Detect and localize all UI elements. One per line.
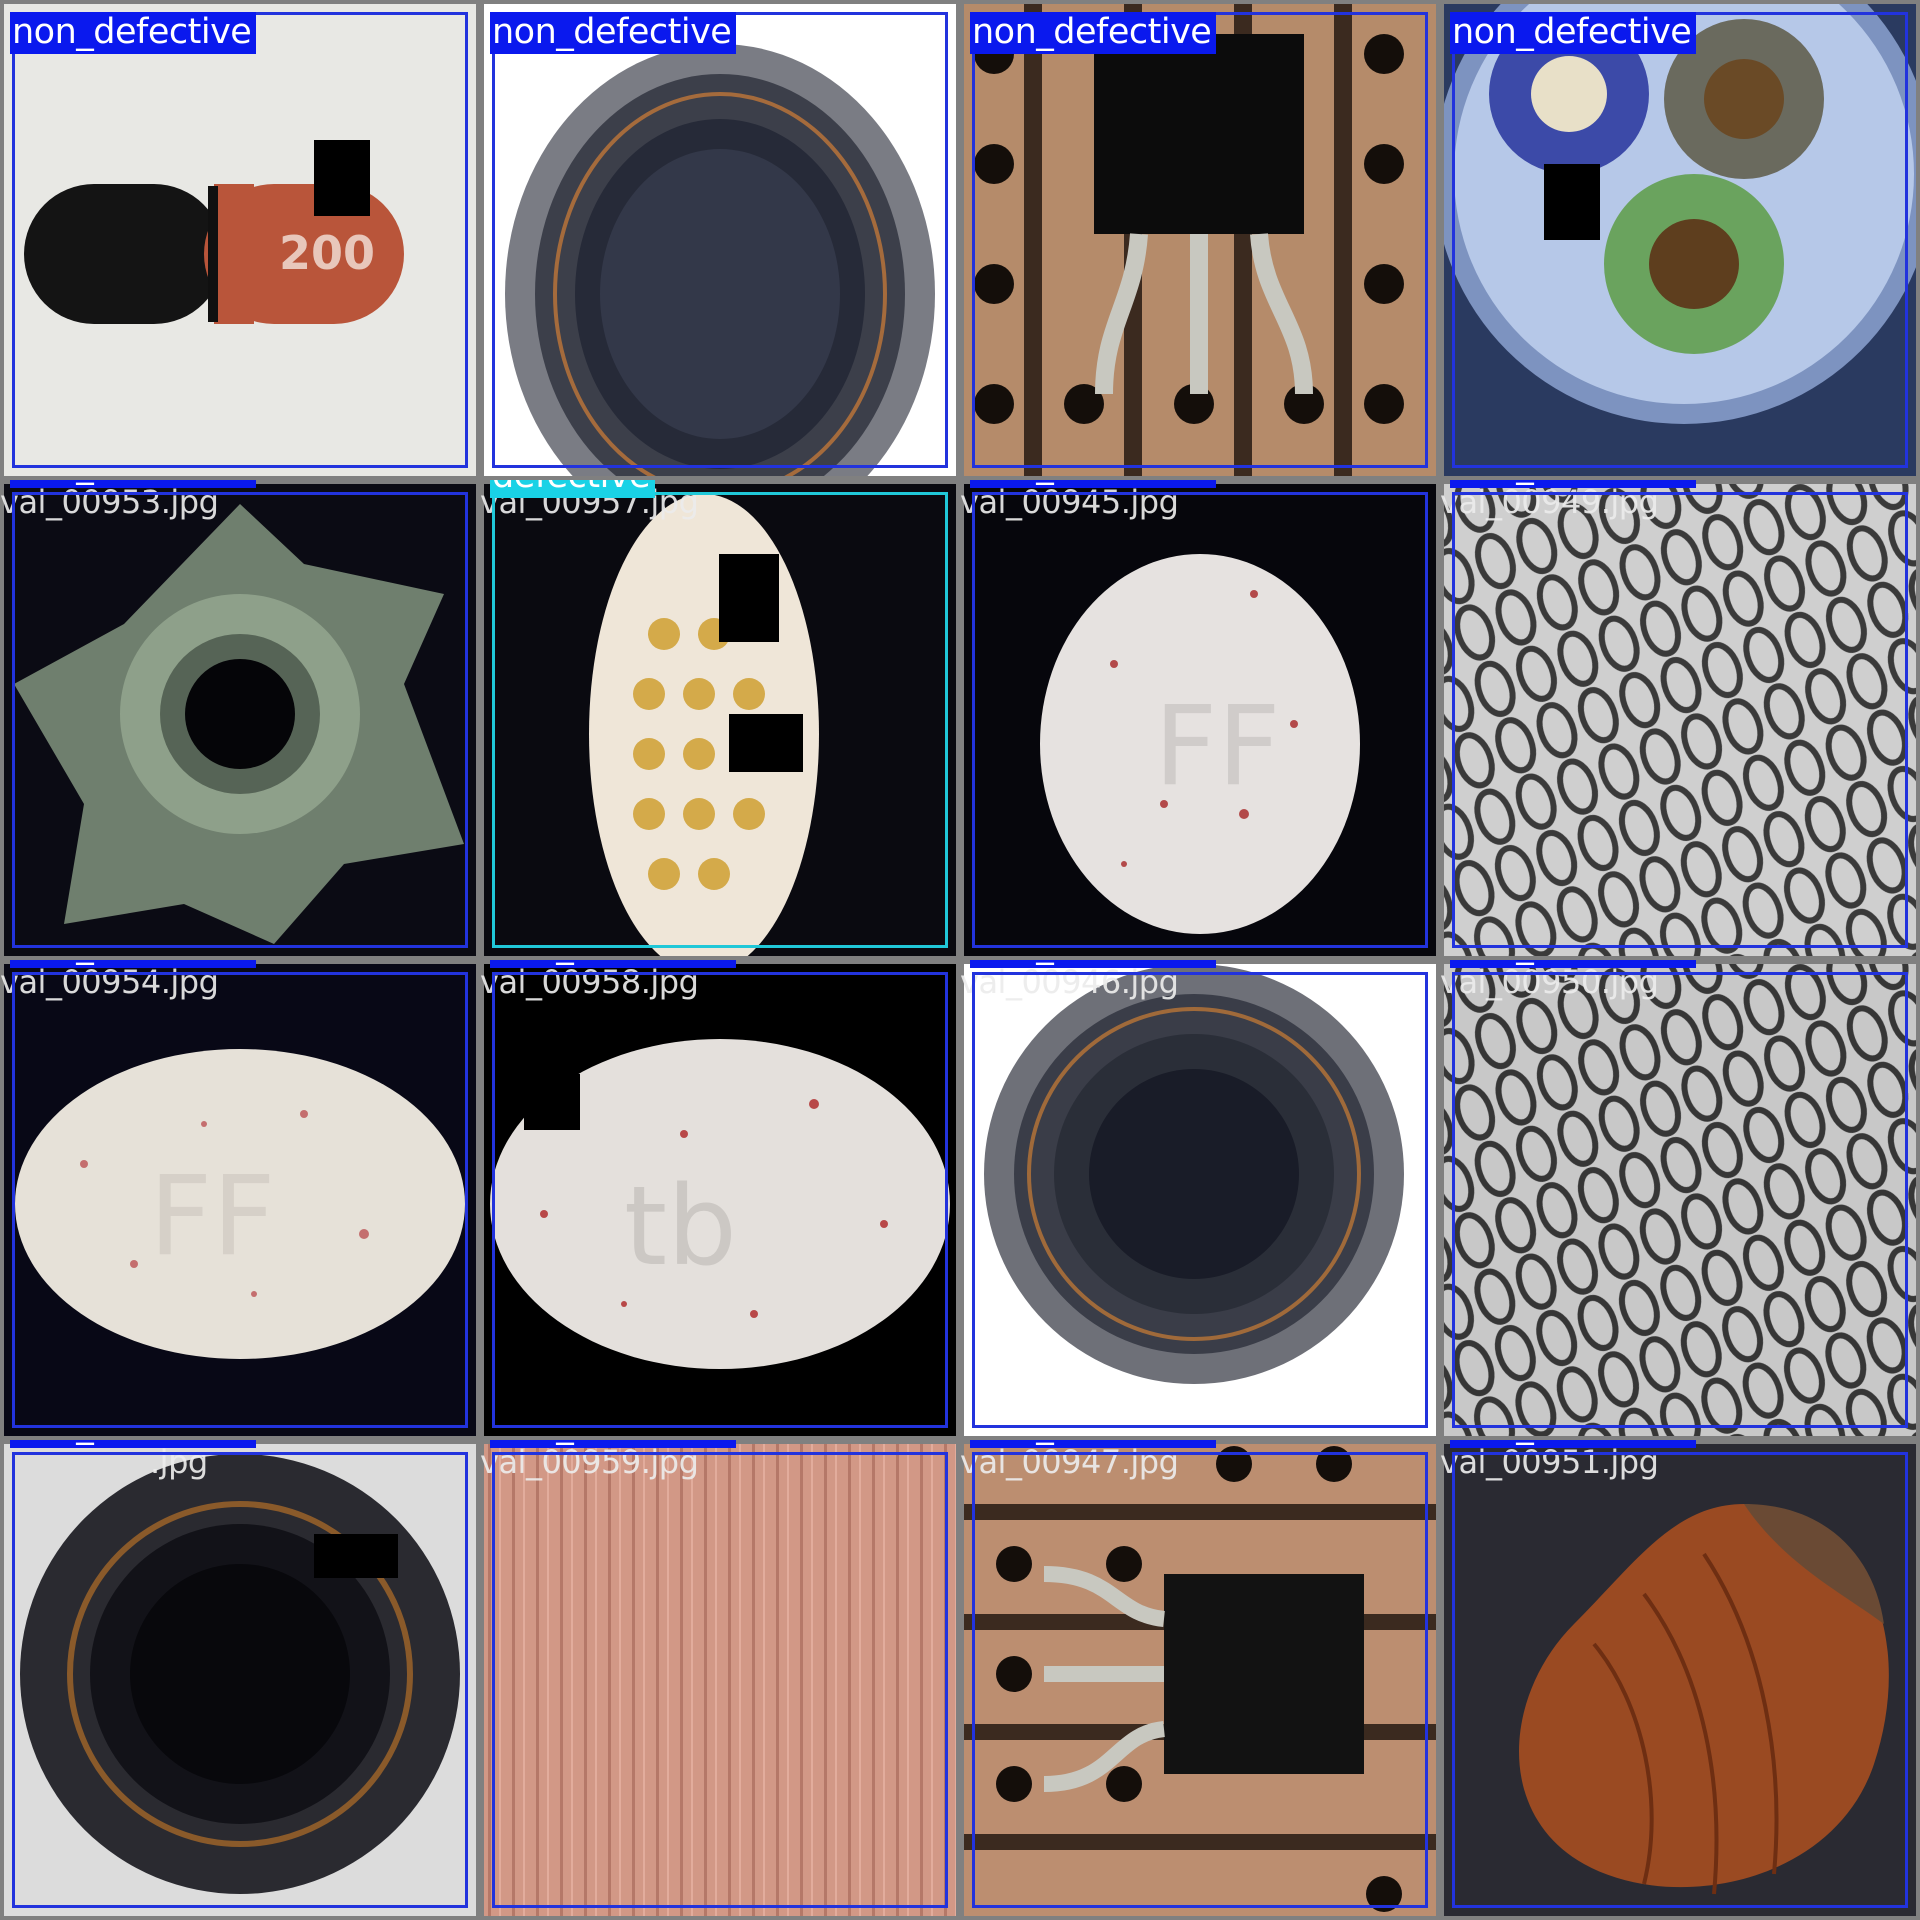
class-label: non_defective [970, 12, 1217, 54]
tile-pill-oval-2: tb val_00958.jpg non_defective [480, 960, 960, 1440]
filename-text: val_00959.jpg [480, 1443, 699, 1481]
transistor-image [964, 1444, 1436, 1916]
class-label: non_defective [970, 1440, 1217, 1448]
class-label: defective [490, 480, 656, 498]
capsule-image: 200 [4, 4, 476, 476]
class-label: non_defective [1450, 12, 1697, 54]
wood-image [484, 1444, 956, 1916]
class-label: non_defective [10, 1440, 257, 1448]
tile-bottle-dark: .jpg non_defective [0, 1440, 480, 1920]
cable-image [1444, 4, 1916, 476]
class-label: non_defective [970, 960, 1217, 968]
filename-text: val_00953.jpg [0, 483, 219, 521]
class-label: non_defective [1450, 960, 1697, 968]
tile-bottle: non_defective [480, 0, 960, 480]
tile-metal-nut: val_00953.jpg non_defective [0, 480, 480, 960]
tile-transistor: non_defective [960, 0, 1440, 480]
filename-text: val_00947.jpg [960, 1443, 1179, 1481]
filename-text: val_00946.jpg [960, 963, 1179, 1001]
pill-image: FF [964, 484, 1436, 956]
class-label: non_defective [490, 960, 737, 968]
metal-nut-image [4, 484, 476, 956]
bottle-image [484, 4, 956, 476]
tile-grid: val_00949.jpg non_defective [1440, 480, 1920, 960]
tile-bottle-2: val_00946.jpg non_defective [960, 960, 1440, 1440]
svg-text:FF: FF [149, 1152, 276, 1280]
tile-pill-round: FF val_00945.jpg non_defective [960, 480, 1440, 960]
toothbrush-image [484, 484, 956, 956]
grid-image [1444, 484, 1916, 956]
bottle-image [4, 1444, 476, 1916]
tile-cable: non_defective [1440, 0, 1920, 480]
filename-text: .jpg [150, 1443, 208, 1481]
filename-text: val_00951.jpg [1440, 1443, 1659, 1481]
transistor-image [964, 4, 1436, 476]
class-label: non_defective [490, 12, 737, 54]
tile-wood: val_00959.jpg non_defective [480, 1440, 960, 1920]
tile-grid-2: val_00950.jpg non_defective [1440, 960, 1920, 1440]
filename-text: val_00958.jpg [480, 963, 699, 1001]
filename-text: val_00945.jpg [960, 483, 1179, 521]
tile-transistor-2: val_00947.jpg non_defective [960, 1440, 1440, 1920]
class-label: non_defective [490, 1440, 737, 1448]
tile-hazelnut: val_00951.jpg non_defective [1440, 1440, 1920, 1920]
bottle-image [964, 964, 1436, 1436]
filename-text: val_00949.jpg [1440, 483, 1659, 521]
svg-text:FF: FF [1154, 682, 1281, 810]
hazelnut-image [1444, 1444, 1916, 1916]
tile-toothbrush: val_00957.jpg defective [480, 480, 960, 960]
class-label: non_defective [10, 480, 257, 488]
pill-image: FF [4, 964, 476, 1436]
grid-image [1444, 964, 1916, 1436]
tile-pill-oval: FF val_00954.jpg non_defective [0, 960, 480, 1440]
class-label: non_defective [10, 12, 257, 54]
filename-text: val_00950.jpg [1440, 963, 1659, 1001]
class-label: non_defective [10, 960, 257, 968]
class-label: non_defective [970, 480, 1217, 488]
class-label: non_defective [1450, 480, 1697, 488]
svg-text:200: 200 [279, 226, 375, 280]
class-label: non_defective [1450, 1440, 1697, 1448]
tile-capsule: 200 non_defective [0, 0, 480, 480]
filename-text: val_00954.jpg [0, 963, 219, 1001]
svg-text:tb: tb [624, 1162, 737, 1290]
pill-image: tb [484, 964, 956, 1436]
